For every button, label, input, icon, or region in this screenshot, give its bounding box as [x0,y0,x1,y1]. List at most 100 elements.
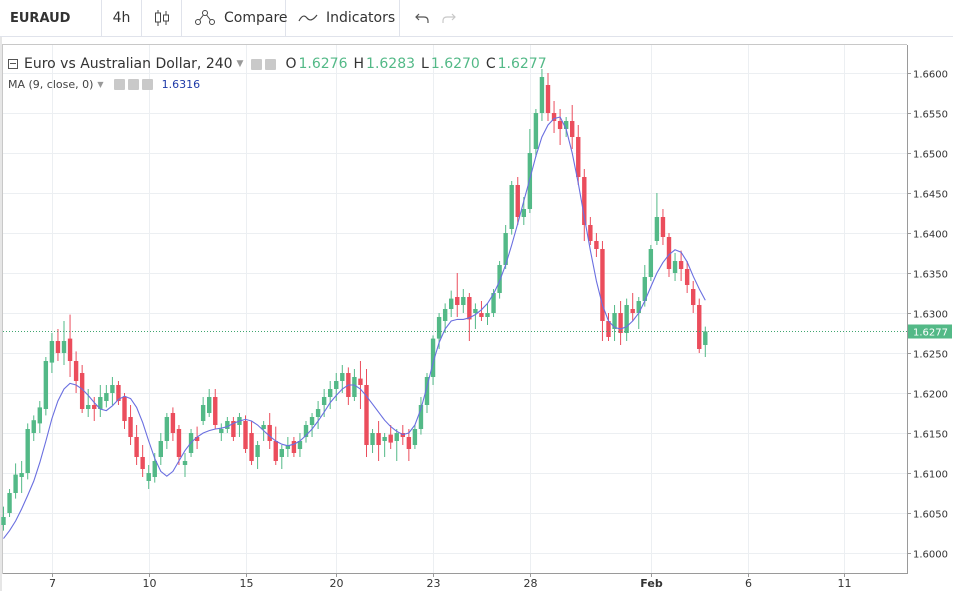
indicators-label: Indicators [326,10,396,26]
candle-body [340,373,345,381]
close-label: C [485,56,496,72]
candle-body [467,297,472,320]
settings-icon[interactable] [265,58,277,70]
y-tick-label: 1.6400 [913,230,948,241]
candle-body [219,429,224,433]
candle-body [394,433,399,441]
candle-body [594,241,599,249]
candle-body [176,429,182,457]
visibility-icon[interactable] [251,58,263,70]
series-title: Euro vs Australian Dollar, 240 [24,56,233,72]
series-menu-caret-icon[interactable]: ▼ [236,59,244,69]
candle-body [98,397,103,409]
candle-body [455,297,460,305]
candle-body [43,361,49,409]
candle-body [31,420,36,433]
candle-body [1,517,6,525]
candle-body [25,429,30,473]
candle-body [430,338,436,377]
candle-body [509,185,514,229]
candle-body [104,393,109,401]
open-label: O [285,56,297,72]
left-edge [0,37,2,591]
candle-body [249,433,254,461]
indicators-button[interactable]: Indicators [286,0,400,36]
candle-body [79,373,85,409]
last-price-label: 1.6277 [913,328,948,339]
collapse-icon[interactable] [8,59,18,69]
candle-body [19,473,24,477]
interval-button[interactable]: 4h [102,0,142,36]
y-tick-label: 1.6100 [913,470,948,481]
candle-body [267,425,272,441]
x-tick-label: 6 [745,577,752,590]
candle-body [582,177,587,225]
y-tick-label: 1.6550 [913,110,948,121]
candle-body [678,261,684,269]
symbol-search-button[interactable]: EURAUD [0,0,102,36]
candle-body [570,121,575,137]
candle-body [648,249,654,277]
candle-body [200,405,206,421]
top-toolbar: EURAUD 4h Compare Indicators [0,0,953,37]
x-tick-label: 15 [240,577,254,590]
candle-body [606,321,611,337]
candle-body [436,317,442,339]
candle-body [334,381,339,389]
redo-icon[interactable] [441,12,456,24]
y-tick-label: 1.6300 [913,310,948,321]
candle-body [551,113,557,121]
candle-body [61,341,67,353]
y-tick-label: 1.6000 [913,550,948,561]
candle-body [321,397,327,405]
candle-body [134,437,139,457]
candle-body [182,461,188,465]
candle-body [388,434,393,443]
candle-body [73,361,79,381]
y-tick-label: 1.6350 [913,270,948,281]
candle-body [697,305,702,349]
indicators-icon [298,12,318,24]
y-tick-label: 1.6500 [913,150,948,161]
open-value: 1.6276 [298,56,348,72]
candle-body [503,233,508,265]
candle-body [479,313,484,317]
y-tick-label: 1.6250 [913,350,948,361]
y-tick-label: 1.6050 [913,510,948,521]
candle-body [691,289,696,305]
x-tick-label: 11 [838,577,852,590]
candle-body [225,421,230,429]
candle-body [412,429,418,445]
candle-body [588,225,593,241]
x-tick-label: 28 [524,577,538,590]
candle-body [170,413,176,433]
ma-visibility-icon[interactable] [113,78,125,90]
undo-icon[interactable] [414,12,429,24]
candle-body [424,377,430,405]
candle-body [545,85,551,113]
chart-type-button[interactable] [142,0,182,36]
candle-body [473,309,478,313]
candle-body [213,397,218,425]
candle-body [164,417,170,441]
low-label: L [421,56,429,72]
candle-body [315,409,321,417]
x-tick-label: 7 [49,577,56,590]
candle-body [364,385,369,445]
candle-body [122,397,127,421]
candle-body [666,237,672,269]
candle-body [539,77,545,113]
candle-body [279,449,284,457]
compare-button[interactable]: Compare [182,0,288,36]
candle-body [672,261,678,273]
ma-settings-icon[interactable] [127,78,139,90]
low-value: 1.6270 [430,56,480,72]
candle-body [527,153,533,209]
ma-menu-caret-icon[interactable]: ▼ [97,79,104,89]
candle-body [485,313,490,317]
x-tick-label: 20 [330,577,344,590]
ma-remove-icon[interactable] [141,78,153,90]
candle-body [533,113,539,149]
candle-body [515,185,520,217]
